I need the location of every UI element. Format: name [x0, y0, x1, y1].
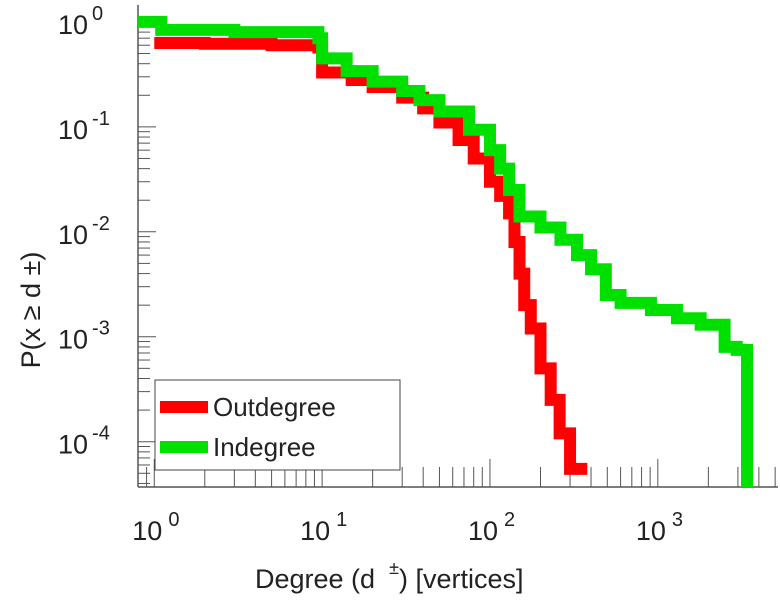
x-tick-label: 10 2 — [468, 509, 515, 546]
series-line-indegree — [138, 15, 754, 487]
x-axis-label: Degree (d ±) [vertices] — [255, 558, 524, 594]
tick-labels: 10 0 10 1 10 2 10 3 10 0 10 -1 10 -2 10 -3 10 -4 — [58, 3, 683, 546]
legend-box — [154, 379, 401, 471]
legend: Outdegree Indegree — [154, 379, 401, 471]
series-layer — [138, 15, 754, 487]
y-tick-label: 10 -3 — [58, 318, 110, 355]
y-tick-label: 10 -4 — [58, 423, 110, 460]
y-axis-label: P(x ≥ d ±) — [16, 252, 46, 369]
axes — [137, 5, 778, 488]
legend-label-indegree: Indegree — [213, 432, 316, 462]
x-tick-label: 10 1 — [300, 509, 347, 546]
x-tick-label: 10 0 — [132, 509, 179, 546]
y-tick-label: 10 -1 — [58, 108, 110, 145]
y-tick-label: 10 -2 — [58, 213, 110, 250]
x-tick-label: 10 3 — [636, 509, 683, 546]
y-tick-label: 10 0 — [58, 3, 103, 40]
legend-label-outdegree: Outdegree — [213, 392, 336, 422]
